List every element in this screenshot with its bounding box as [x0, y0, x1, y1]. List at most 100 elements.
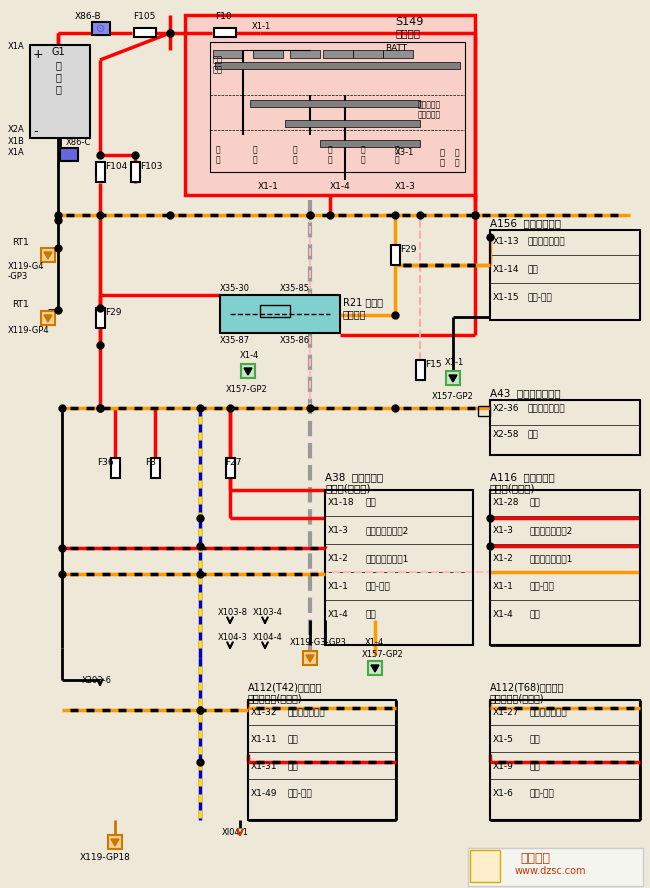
Text: G1: G1 — [51, 47, 65, 57]
Bar — [92, 22, 110, 35]
Bar — [446, 371, 460, 385]
Text: RT1: RT1 — [12, 238, 29, 247]
Text: X1-2: X1-2 — [493, 554, 514, 563]
Text: A116  电子制动控: A116 电子制动控 — [490, 472, 554, 482]
Text: RT1: RT1 — [12, 300, 29, 309]
Bar — [30, 45, 90, 138]
Bar — [391, 245, 400, 265]
Bar — [290, 50, 320, 58]
Bar — [323, 50, 353, 58]
Text: 制继电器: 制继电器 — [343, 309, 367, 319]
Bar — [41, 248, 55, 262]
Text: X1-31: X1-31 — [251, 762, 278, 771]
Text: X104-4: X104-4 — [253, 633, 283, 642]
Text: X1-4: X1-4 — [493, 610, 514, 619]
Text: 池: 池 — [55, 84, 61, 94]
Text: X35-30: X35-30 — [220, 284, 250, 293]
Text: X1-4: X1-4 — [240, 351, 259, 360]
Text: 蓄电池正极电压: 蓄电池正极电压 — [288, 708, 326, 717]
Text: 附件: 附件 — [530, 735, 541, 744]
Bar — [250, 100, 420, 107]
Text: 关
闭: 关 闭 — [253, 145, 257, 164]
Bar — [490, 400, 640, 455]
Bar — [320, 140, 420, 147]
Text: 滑环
触点: 滑环 触点 — [213, 55, 223, 75]
Text: X1-11: X1-11 — [251, 735, 278, 744]
Text: X35-86: X35-86 — [280, 336, 310, 345]
Text: X1-49: X1-49 — [251, 789, 278, 798]
Text: -GP3: -GP3 — [8, 272, 28, 281]
Text: 滑
环: 滑 环 — [216, 145, 220, 164]
Text: F8: F8 — [145, 458, 156, 467]
Text: 点火: 点火 — [288, 762, 299, 771]
Bar — [325, 490, 473, 645]
Text: 蓄电池正极电压2: 蓄电池正极电压2 — [365, 526, 408, 535]
Text: XI04-1: XI04-1 — [222, 828, 249, 837]
Polygon shape — [449, 375, 457, 382]
Bar — [490, 700, 640, 820]
Bar — [248, 700, 396, 820]
Text: X157-GP2: X157-GP2 — [432, 392, 474, 401]
Bar — [415, 360, 424, 380]
Text: X104-3: X104-3 — [218, 633, 248, 642]
Bar — [220, 295, 340, 333]
Text: R21 点火控: R21 点火控 — [343, 297, 383, 307]
Text: 电源-搭铁: 电源-搭铁 — [288, 789, 313, 798]
Text: 搭铁: 搭铁 — [365, 610, 376, 619]
Text: +: + — [33, 48, 44, 61]
Text: X157-GP2: X157-GP2 — [226, 385, 268, 394]
Text: 点火开关: 点火开关 — [395, 28, 420, 38]
Text: X1-14: X1-14 — [493, 265, 519, 274]
Text: X1-1: X1-1 — [493, 582, 514, 591]
Text: 点火: 点火 — [365, 498, 376, 507]
Text: X1-18: X1-18 — [328, 498, 355, 507]
Polygon shape — [244, 368, 252, 375]
Text: X203-6: X203-6 — [82, 676, 112, 685]
Bar — [214, 28, 236, 37]
Text: X2-58: X2-58 — [493, 430, 519, 439]
Text: X1A: X1A — [8, 42, 25, 51]
Text: -: - — [33, 125, 38, 138]
Text: X1-2: X1-2 — [328, 554, 349, 563]
Text: 维库一下: 维库一下 — [520, 852, 550, 865]
Bar — [490, 230, 640, 320]
Bar — [478, 406, 490, 416]
Text: X1-1: X1-1 — [258, 182, 279, 191]
Text: 起
动: 起 动 — [361, 145, 365, 164]
Text: X157-GP2: X157-GP2 — [362, 650, 404, 659]
Bar — [108, 835, 122, 849]
Text: 电源-搭铁: 电源-搭铁 — [528, 293, 552, 302]
Text: A112(T42)自动变速: A112(T42)自动变速 — [248, 682, 322, 692]
Bar — [213, 50, 243, 58]
Text: 点火: 点火 — [530, 498, 541, 507]
Text: X1-3: X1-3 — [493, 526, 514, 535]
Text: F27: F27 — [225, 458, 242, 467]
Text: X1-4: X1-4 — [365, 638, 384, 647]
Text: 电源-搭铁: 电源-搭铁 — [365, 582, 390, 591]
Text: X2-36: X2-36 — [493, 404, 519, 413]
Text: F104: F104 — [105, 162, 127, 171]
Text: X35-87: X35-87 — [220, 336, 250, 345]
Text: 蓄: 蓄 — [55, 60, 61, 70]
Bar — [260, 305, 290, 317]
Text: 电源-搭铁: 电源-搭铁 — [530, 582, 554, 591]
Text: X86-B: X86-B — [75, 12, 101, 21]
Text: 器控制模块(选装件): 器控制模块(选装件) — [248, 693, 303, 703]
Text: 加
速: 加 速 — [395, 145, 399, 164]
Text: 蓄电池正极电压2: 蓄电池正极电压2 — [530, 526, 573, 535]
Text: X86-C: X86-C — [66, 138, 92, 147]
Bar — [470, 850, 500, 882]
Text: 点
火: 点 火 — [440, 148, 445, 168]
Text: 附件: 附件 — [288, 735, 299, 744]
Text: 器控制模块(选装件): 器控制模块(选装件) — [490, 693, 545, 703]
Bar — [353, 50, 383, 58]
Bar — [303, 651, 317, 665]
Text: X119-G3-GP3: X119-G3-GP3 — [290, 638, 347, 647]
Text: 点火: 点火 — [528, 265, 539, 274]
Text: X119-GP4: X119-GP4 — [8, 326, 49, 335]
Text: X1-1: X1-1 — [252, 22, 271, 31]
Text: X1A: X1A — [8, 148, 25, 157]
Text: A43  发动机控制模块: A43 发动机控制模块 — [490, 388, 560, 398]
Bar — [226, 458, 235, 478]
Text: X1-32: X1-32 — [251, 708, 278, 717]
